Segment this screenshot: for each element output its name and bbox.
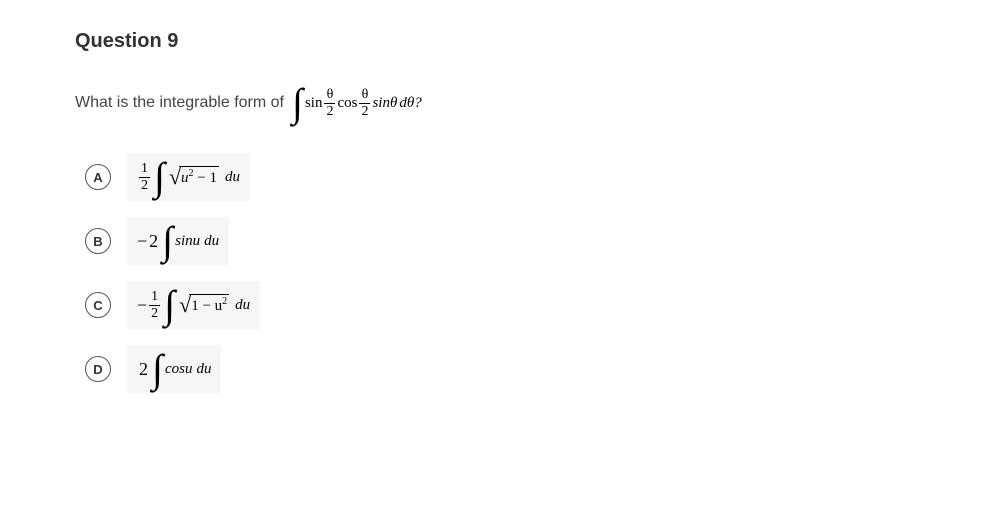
frac-den: 2 [359, 103, 370, 119]
sqrt-body-b: − 1 [194, 170, 217, 186]
coef-frac: 1 2 [139, 161, 150, 193]
frac-den: 2 [139, 177, 150, 193]
du-text: du [196, 361, 211, 378]
minus-sign: − [137, 295, 147, 316]
integral-icon: ∫ [154, 157, 165, 197]
integral-icon: ∫ [162, 221, 173, 261]
option-letter-circle: C [85, 292, 111, 318]
option-letter-circle: D [85, 356, 111, 382]
option-c[interactable]: C − 1 2 ∫ √ 1 − u2 du [85, 281, 945, 329]
frac-num: θ [362, 87, 369, 102]
coef-plain: 2 [149, 231, 158, 252]
frac-den: 2 [149, 305, 160, 321]
du-text: du [204, 233, 219, 250]
option-a[interactable]: A 1 2 ∫ √ u2 − 1 du [85, 153, 945, 201]
integral-icon: ∫ [152, 349, 163, 389]
sqrt-exp: 2 [222, 296, 227, 307]
option-formula: − 2 ∫ sinu du [127, 217, 229, 265]
sqrt-body-a: 1 − u [191, 298, 222, 314]
frac-num: θ [327, 87, 334, 102]
prompt-text: What is the integrable form of [75, 94, 284, 112]
du-text: du [225, 169, 240, 186]
frac-num: 1 [151, 289, 158, 304]
sin-text: sin [305, 95, 323, 112]
question-title: Question 9 [75, 30, 945, 53]
du-text: du [235, 297, 250, 314]
integral-icon: ∫ [164, 285, 175, 325]
option-b[interactable]: B − 2 ∫ sinu du [85, 217, 945, 265]
sqrt: √ u2 − 1 [169, 166, 219, 189]
sqrt-body-a: u [181, 170, 189, 186]
integral-icon: ∫ [292, 83, 303, 123]
coef-frac: 1 2 [149, 289, 160, 321]
option-d[interactable]: D 2 ∫ cosu du [85, 345, 945, 393]
coef-plain: 2 [139, 359, 148, 380]
frac-num: 1 [141, 161, 148, 176]
integrand-text: sinu [175, 233, 200, 250]
minus-sign: − [137, 231, 147, 252]
question-prompt: What is the integrable form of ∫ sin θ 2… [75, 83, 945, 123]
option-formula: 2 ∫ cosu du [127, 345, 221, 393]
dtheta-text: dθ? [399, 95, 421, 112]
frac-den: 2 [324, 103, 335, 119]
theta-over-2-b: θ 2 [359, 87, 370, 119]
cos-text: cos [337, 95, 357, 112]
option-formula: − 1 2 ∫ √ 1 − u2 du [127, 281, 260, 329]
option-letter-circle: A [85, 164, 111, 190]
option-letter-circle: B [85, 228, 111, 254]
theta-over-2-a: θ 2 [324, 87, 335, 119]
sqrt: √ 1 − u2 [179, 294, 229, 317]
integrand-text: cosu [165, 361, 193, 378]
option-formula: 1 2 ∫ √ u2 − 1 du [127, 153, 250, 201]
prompt-formula: ∫ sin θ 2 cos θ 2 sinθ dθ? [290, 83, 422, 123]
sintheta-text: sinθ [372, 95, 397, 112]
